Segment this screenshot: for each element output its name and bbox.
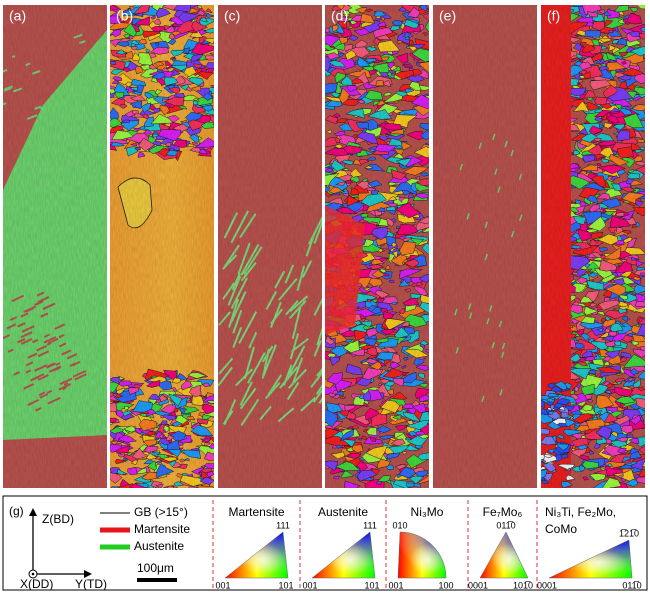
ebsd-map <box>532 0 650 491</box>
ipf-corner: 111 <box>363 520 377 530</box>
legend-text: GB (>15°) <box>134 505 188 519</box>
panels: (a) (b) (c) (d) (e) (f) <box>0 0 650 499</box>
texture <box>433 5 537 488</box>
texture <box>3 5 107 488</box>
axis-label: Y(TD) <box>75 577 107 591</box>
ipf-title: Ni₃Mo <box>411 505 444 519</box>
grain <box>171 490 182 495</box>
grain <box>206 488 212 493</box>
legend-label: (g) <box>9 504 24 518</box>
grain <box>133 488 149 494</box>
ipf-title: Fe₇Mo₆ <box>483 505 523 519</box>
ipf-corner: 001 <box>388 580 403 590</box>
ipf-title: Martensite <box>228 505 284 519</box>
ipf-corner: 101 <box>364 580 379 590</box>
ipf-corner: 001 <box>215 580 230 590</box>
grain <box>108 489 115 494</box>
ebsd-map <box>99 0 225 499</box>
grain <box>0 335 2 339</box>
ipf-corner: 111 <box>276 520 290 530</box>
grain <box>126 489 141 496</box>
texture <box>541 5 645 488</box>
ipf-title: Austenite <box>318 505 368 519</box>
ipf-corner: 101 <box>278 580 293 590</box>
ipf-corner: 0001 <box>468 580 488 590</box>
texture <box>218 5 322 488</box>
grain <box>208 488 215 492</box>
panel-label: (e) <box>439 8 456 24</box>
axis-label: X(DD) <box>20 577 53 591</box>
ipf-corner: 100 <box>438 580 453 590</box>
panel-label: (d) <box>331 8 348 24</box>
legend-text: Austenite <box>134 539 184 553</box>
ebsd-map <box>312 1 443 493</box>
texture <box>325 5 429 488</box>
axis-x-dot <box>32 573 35 576</box>
panel-label: (f) <box>547 8 560 24</box>
panel-label: (c) <box>224 8 240 24</box>
ipf-corner: 001 <box>302 580 317 590</box>
ebsd-map <box>218 5 332 488</box>
grain <box>171 490 180 494</box>
ebsd-map <box>433 5 537 488</box>
scale-bar <box>137 578 177 582</box>
legend-text: Martensite <box>134 522 190 536</box>
grain <box>175 490 186 497</box>
panel-label: (a) <box>9 8 26 24</box>
panel-label: (b) <box>116 8 133 24</box>
scale-label: 100μm <box>137 561 174 575</box>
ipf-corner: 010 <box>392 520 407 530</box>
grain <box>180 488 186 493</box>
ipf-corner: 0001 <box>537 580 557 590</box>
ipf-corner: 101̅0 <box>513 580 533 590</box>
ipf-corner: 011̅0 <box>496 520 515 530</box>
axis-label: Z(BD) <box>42 512 74 526</box>
ebsd-map <box>0 5 120 488</box>
ipf-corner: 1̅21̅0 <box>619 528 639 538</box>
grain <box>165 490 172 495</box>
ipf-corner: 011̅0 <box>622 580 641 590</box>
texture <box>110 5 214 488</box>
